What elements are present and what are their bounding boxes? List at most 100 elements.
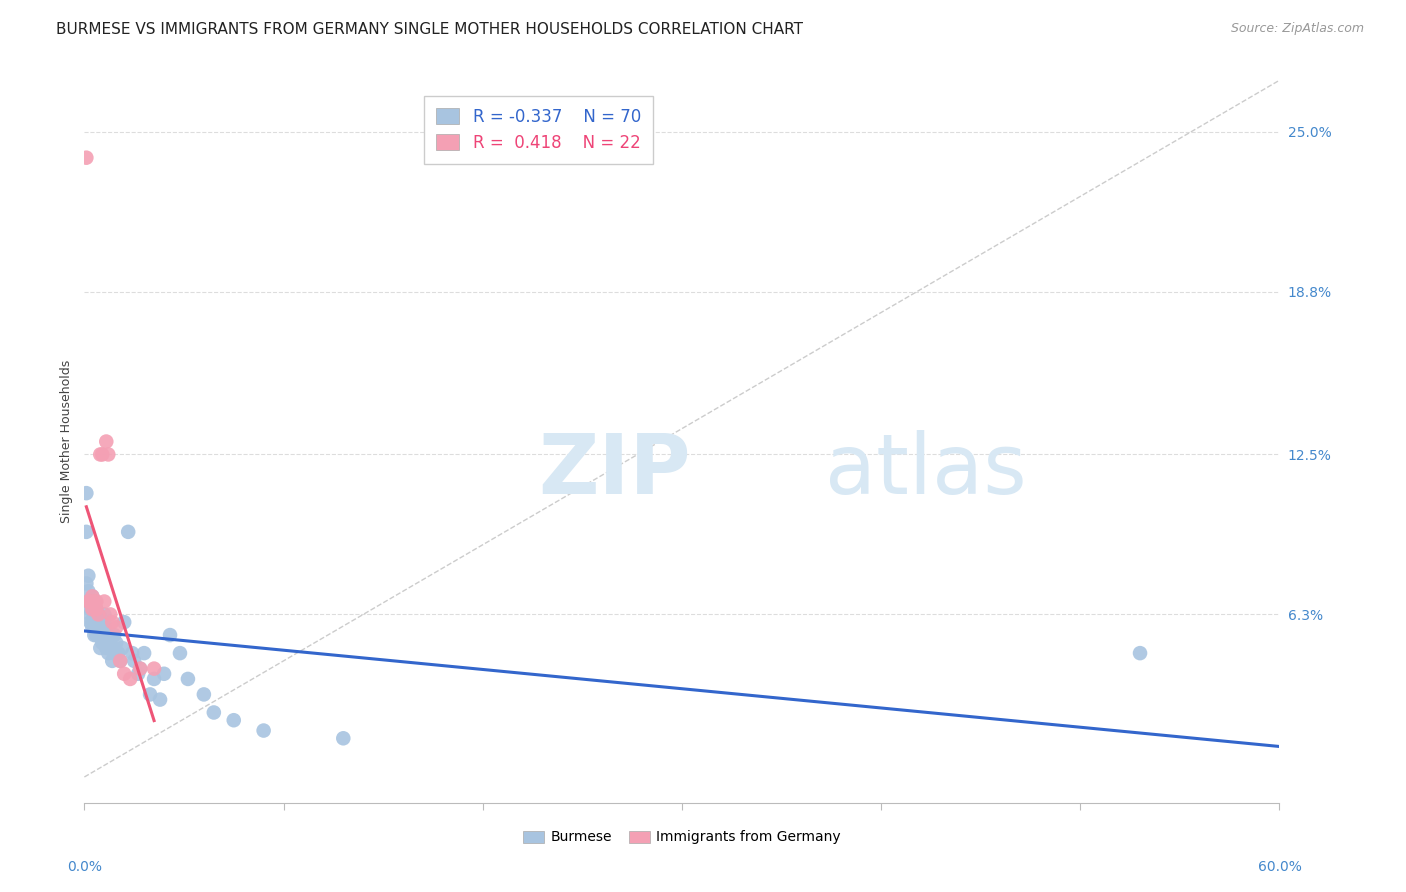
Point (77, 584, 100, 599)
Point (101, 640, 124, 655)
Point (93, 594, 115, 608)
Text: ZIP: ZIP (538, 430, 690, 511)
Point (96, 628, 118, 642)
Point (169, 646, 191, 660)
Point (83, 594, 105, 608)
Point (89, 447, 111, 461)
Point (193, 687, 215, 701)
Point (86, 594, 108, 608)
Point (110, 654, 132, 668)
Point (91, 628, 114, 642)
Point (107, 646, 129, 660)
Point (332, 731, 354, 746)
Point (87, 628, 110, 642)
Point (121, 646, 143, 660)
Point (93, 607, 115, 622)
Point (83, 607, 105, 622)
Point (83, 620, 105, 634)
Point (87, 620, 110, 634)
Point (97, 628, 120, 642)
Point (91, 620, 114, 634)
Point (86, 615, 108, 630)
Point (96, 640, 118, 655)
Text: atlas: atlas (825, 430, 1026, 511)
Point (139, 687, 162, 701)
Point (82, 620, 104, 634)
Point (129, 662, 152, 676)
Point (105, 636, 128, 650)
Point (122, 654, 145, 668)
Point (253, 723, 276, 738)
Point (112, 615, 135, 630)
Point (82, 602, 104, 616)
Point (159, 628, 181, 642)
Point (101, 615, 124, 630)
Point (103, 646, 125, 660)
Point (82, 590, 104, 604)
Point (86, 602, 108, 616)
Point (77, 594, 100, 608)
Text: 0.0%: 0.0% (67, 860, 101, 873)
Point (89, 610, 111, 624)
Point (82, 615, 104, 630)
Point (87, 615, 110, 630)
Point (111, 640, 134, 655)
Point (98, 636, 121, 650)
Point (83, 594, 105, 608)
Point (75, 524, 97, 539)
Point (112, 666, 135, 681)
Point (77, 594, 100, 608)
Point (222, 713, 245, 727)
Point (83, 615, 105, 630)
Point (101, 654, 124, 668)
Point (82, 602, 104, 616)
Point (93, 620, 115, 634)
Point (120, 672, 142, 686)
Point (89, 628, 111, 642)
Legend: Burmese, Immigrants from Germany: Burmese, Immigrants from Germany (517, 825, 846, 850)
Point (86, 602, 108, 616)
Y-axis label: Single Mother Households: Single Mother Households (60, 359, 73, 524)
Point (1129, 646, 1152, 660)
Text: 60.0%: 60.0% (1257, 860, 1302, 873)
Point (75, 486, 97, 500)
Point (202, 706, 225, 720)
Point (149, 692, 172, 706)
Point (98, 607, 121, 622)
Point (143, 672, 166, 686)
Point (153, 666, 176, 681)
Point (83, 628, 105, 642)
Point (89, 640, 111, 655)
Point (96, 434, 118, 449)
Point (79, 594, 101, 608)
Point (91, 447, 114, 461)
Point (86, 610, 108, 624)
Point (117, 524, 139, 539)
Point (86, 620, 108, 634)
Text: Source: ZipAtlas.com: Source: ZipAtlas.com (1230, 22, 1364, 36)
Point (87, 607, 110, 622)
Point (103, 628, 125, 642)
Point (79, 607, 101, 622)
Point (75, 151, 97, 165)
Point (129, 662, 152, 676)
Point (177, 672, 200, 686)
Point (79, 615, 101, 630)
Text: BURMESE VS IMMIGRANTS FROM GERMANY SINGLE MOTHER HOUSEHOLDS CORRELATION CHART: BURMESE VS IMMIGRANTS FROM GERMANY SINGL… (56, 22, 803, 37)
Point (79, 602, 101, 616)
Point (79, 594, 101, 608)
Point (97, 447, 120, 461)
Point (97, 646, 120, 660)
Point (89, 620, 111, 634)
Point (110, 654, 132, 668)
Point (132, 646, 156, 660)
Point (93, 615, 115, 630)
Point (143, 662, 166, 676)
Point (86, 628, 108, 642)
Point (105, 620, 128, 634)
Point (127, 666, 149, 681)
Point (82, 590, 104, 604)
Point (75, 576, 97, 591)
Point (77, 568, 100, 582)
Point (91, 636, 114, 650)
